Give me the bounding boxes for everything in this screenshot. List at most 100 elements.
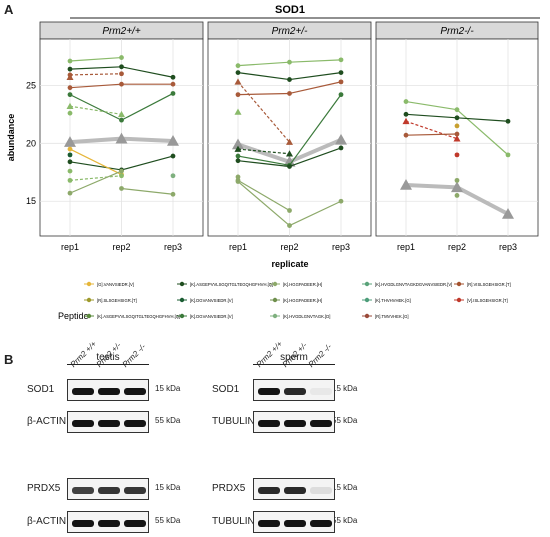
series-point bbox=[167, 134, 179, 146]
series-point bbox=[234, 78, 242, 85]
legend-key-point bbox=[456, 281, 462, 287]
series-point bbox=[454, 152, 460, 158]
series-point bbox=[235, 158, 241, 164]
tissue-rule bbox=[67, 364, 149, 365]
legend-key-point bbox=[272, 313, 278, 319]
series-point bbox=[451, 181, 463, 193]
series-line bbox=[69, 56, 122, 62]
legend-entry-label: [K].HGGPADEER.[H] bbox=[283, 298, 322, 303]
facet-label: Prm2+/+ bbox=[102, 26, 141, 37]
series-line bbox=[237, 160, 290, 168]
legend-entry-label: [K].DGVANVSIEDR.[V] bbox=[190, 298, 233, 303]
facet-label: Prm2-/- bbox=[440, 26, 474, 37]
x-tick-label: rep1 bbox=[229, 242, 247, 252]
series-point bbox=[235, 92, 241, 98]
tissue-label: sperm bbox=[280, 352, 308, 363]
series-point bbox=[454, 107, 460, 113]
series-line bbox=[456, 185, 509, 216]
series-line bbox=[69, 148, 122, 176]
blot-row-label: PRDX5 bbox=[212, 483, 246, 494]
series-line bbox=[121, 187, 174, 195]
blot-strip bbox=[67, 411, 149, 433]
series-point bbox=[286, 150, 293, 157]
series-point bbox=[67, 146, 73, 152]
blot-band bbox=[98, 388, 120, 395]
blot-band bbox=[310, 487, 332, 494]
x-tick-label: rep2 bbox=[448, 242, 466, 252]
x-tick-label: rep3 bbox=[499, 242, 517, 252]
blot-row-label: PRDX5 bbox=[27, 483, 61, 494]
panel-letter-b: B bbox=[4, 352, 14, 367]
legend-entry-label: [R].SLSGEHSIGR.[T] bbox=[97, 298, 137, 303]
series-point bbox=[235, 174, 241, 180]
x-tick-label: rep3 bbox=[164, 242, 182, 252]
series-line bbox=[69, 170, 122, 194]
series-line bbox=[69, 161, 122, 171]
series-line bbox=[237, 148, 290, 155]
series-point bbox=[67, 110, 73, 116]
series-point bbox=[119, 81, 124, 87]
tissue-rule bbox=[253, 364, 335, 365]
series-point bbox=[119, 168, 124, 174]
series-point bbox=[454, 123, 460, 129]
series-line bbox=[405, 183, 458, 190]
blot-band bbox=[284, 388, 306, 395]
blot-strip bbox=[253, 511, 335, 533]
series-point bbox=[67, 159, 73, 165]
series-point bbox=[115, 132, 128, 144]
series-line bbox=[121, 155, 174, 171]
legend-key-point bbox=[456, 297, 462, 303]
series-point bbox=[170, 74, 176, 80]
series-line bbox=[289, 81, 342, 95]
legend-key-point bbox=[272, 281, 278, 287]
blot-strip bbox=[253, 411, 335, 433]
series-line bbox=[237, 179, 290, 212]
series-line bbox=[237, 155, 290, 166]
series-point bbox=[338, 70, 344, 76]
series-point bbox=[286, 138, 293, 145]
blot-band bbox=[284, 420, 306, 427]
series-line bbox=[121, 136, 174, 143]
blot-strip bbox=[67, 379, 149, 401]
series-line bbox=[237, 181, 290, 227]
series-point bbox=[403, 111, 409, 117]
x-tick-label: rep1 bbox=[61, 242, 79, 252]
blot-strip bbox=[67, 511, 149, 533]
y-tick-label: 25 bbox=[26, 80, 36, 90]
legend-key-point bbox=[86, 297, 92, 303]
series-line bbox=[289, 94, 342, 166]
tissue-label: testis bbox=[96, 352, 120, 363]
series-point bbox=[119, 55, 124, 60]
blot-band bbox=[258, 420, 280, 427]
series-line bbox=[289, 72, 342, 81]
series-point bbox=[454, 177, 460, 183]
legend-key-point bbox=[364, 281, 370, 287]
series-point bbox=[287, 91, 292, 96]
series-point bbox=[235, 179, 241, 184]
blot-band bbox=[258, 388, 280, 395]
blot-row-label: β-ACTIN bbox=[27, 516, 67, 527]
series-point bbox=[170, 153, 176, 159]
legend-key-point bbox=[86, 313, 92, 319]
y-tick-label: 20 bbox=[26, 138, 36, 148]
series-point bbox=[502, 207, 514, 219]
peptide-abundance-chart: SOD1 Prm2+/+ rep1 rep2 rep3 Prm2+/- rep1 rep2 re… bbox=[6, 4, 540, 321]
series-line bbox=[237, 142, 291, 164]
blot-band bbox=[124, 487, 146, 494]
chart-title: SOD1 bbox=[275, 4, 305, 16]
blot-band bbox=[258, 487, 280, 494]
series-line bbox=[69, 73, 122, 76]
series-point bbox=[338, 145, 344, 151]
series-point bbox=[67, 190, 73, 196]
blot-row-label: SOD1 bbox=[212, 384, 240, 395]
series-point bbox=[118, 110, 125, 118]
kda-marker: 55 kDa bbox=[155, 416, 181, 425]
series-point bbox=[67, 177, 73, 183]
blot-band bbox=[284, 487, 306, 494]
series-point bbox=[67, 58, 73, 64]
blot-band bbox=[72, 487, 94, 494]
y-tick-label: 15 bbox=[26, 196, 36, 206]
series-point bbox=[454, 115, 460, 121]
x-axis-title: replicate bbox=[271, 259, 308, 269]
series-point bbox=[454, 131, 460, 137]
